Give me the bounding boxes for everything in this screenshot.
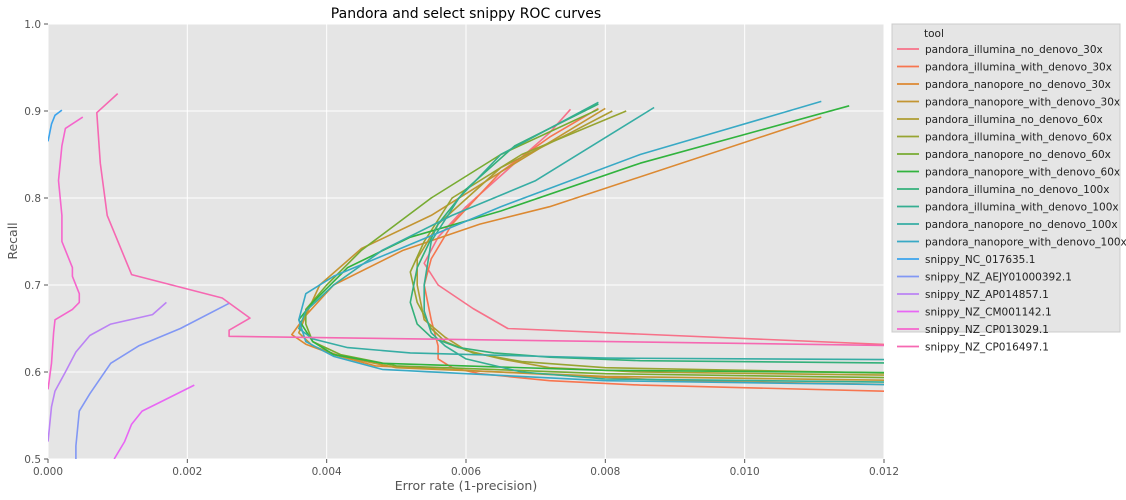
- series-line-pandora_nanopore_with_denovo_100x: [298, 100, 884, 386]
- y-tick-label: 0.8: [24, 193, 41, 205]
- series-line-snippy_NZ_CM001142.1: [113, 384, 195, 459]
- x-axis-ticks: 0.000 0.002 0.004 0.006 0.008 0.010 0.012: [33, 459, 899, 478]
- legend-item-label: pandora_illumina_no_denovo_30x: [925, 44, 1103, 56]
- y-tick-label: 0.5: [24, 454, 41, 466]
- legend-item-label: pandora_nanopore_no_denovo_60x: [925, 149, 1111, 161]
- series-line-snippy_NZ_AEJY01000392.1: [75, 302, 230, 459]
- legend-item-label: pandora_nanopore_with_denovo_60x: [925, 167, 1120, 179]
- legend-box: [891, 23, 1121, 333]
- y-tick-label: 0.9: [24, 106, 41, 118]
- x-tick-label: 0.004: [312, 466, 342, 478]
- legend-title: tool: [924, 28, 944, 40]
- legend-item-label: snippy_NZ_AP014857.1: [925, 289, 1049, 301]
- x-tick-label: 0.006: [451, 466, 481, 478]
- series-line-pandora_illumina_with_denovo_100x: [423, 101, 884, 383]
- series-line-snippy_NZ_CP013029.1: [48, 116, 84, 390]
- legend-item-label: pandora_illumina_with_denovo_30x: [925, 62, 1112, 74]
- x-tick-label: 0.008: [590, 466, 620, 478]
- series-group: [48, 93, 884, 459]
- legend-item-label: pandora_nanopore_no_denovo_30x: [925, 79, 1111, 91]
- series-line-snippy_NZ_CP016497.1: [96, 93, 884, 347]
- legend-item-label: pandora_nanopore_with_denovo_30x: [925, 97, 1120, 109]
- series-line-pandora_illumina_no_denovo_30x: [423, 108, 884, 346]
- x-tick-label: 0.012: [869, 466, 899, 478]
- legend-item-label: snippy_NC_017635.1: [925, 254, 1035, 266]
- y-tick-label: 1.0: [24, 19, 41, 31]
- series-line-snippy_NZ_AP014857.1: [48, 301, 167, 442]
- legend-item-label: pandora_illumina_no_denovo_100x: [925, 184, 1109, 196]
- series-line-snippy_NC_017635.1: [48, 109, 63, 142]
- legend-item-label: pandora_nanopore_no_denovo_100x: [925, 219, 1118, 231]
- y-tick-label: 0.6: [24, 367, 41, 379]
- y-axis-label: Recall: [5, 222, 20, 259]
- x-tick-label: 0.000: [33, 466, 63, 478]
- series-line-pandora_illumina_with_denovo_60x: [409, 110, 884, 374]
- chart-title: Pandora and select snippy ROC curves: [331, 6, 601, 22]
- x-tick-label: 0.010: [730, 466, 760, 478]
- legend-item-label: pandora_illumina_with_denovo_60x: [925, 132, 1112, 144]
- legend-item-label: pandora_illumina_with_denovo_100x: [925, 202, 1119, 214]
- series-line-pandora_nanopore_no_denovo_100x: [298, 106, 884, 361]
- x-tick-label: 0.002: [172, 466, 202, 478]
- y-axis-ticks: 0.5 0.6 0.7 0.8 0.9 1.0: [24, 19, 48, 466]
- legend-item-label: snippy_NZ_CP016497.1: [925, 342, 1049, 354]
- legend-item-label: snippy_NZ_AEJY01000392.1: [925, 272, 1072, 284]
- x-axis-label: Error rate (1-precision): [395, 478, 537, 493]
- legend: tool pandora_illumina_no_denovo_30xpando…: [891, 23, 1126, 354]
- legend-item-label: pandora_illumina_no_denovo_60x: [925, 114, 1103, 126]
- series-line-pandora_nanopore_no_denovo_60x: [305, 108, 884, 379]
- y-tick-label: 0.7: [24, 280, 41, 292]
- legend-item-label: snippy_NZ_CM001142.1: [925, 307, 1052, 319]
- legend-item-label: snippy_NZ_CP013029.1: [925, 324, 1049, 336]
- legend-item-label: pandora_nanopore_with_denovo_100x: [925, 237, 1126, 249]
